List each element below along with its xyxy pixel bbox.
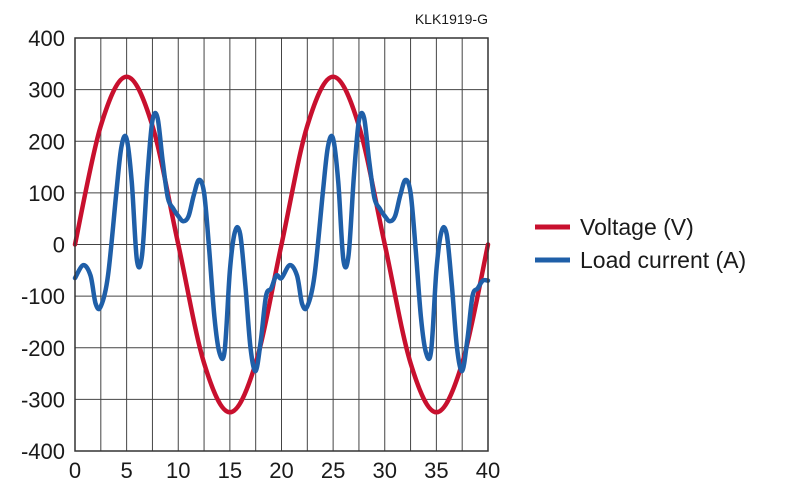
y-tick-label: 0 <box>53 233 65 258</box>
x-tick-label: 40 <box>476 458 500 483</box>
plot-frame <box>74 37 489 452</box>
x-axis-ticks: 0 5 10 15 20 25 30 35 40 <box>69 458 500 483</box>
legend-label-load-current: Load current (A) <box>580 247 746 273</box>
series-line-load-current <box>72 110 491 374</box>
y-tick-label: -100 <box>21 284 65 309</box>
y-axis-ticks: 400 300 200 100 0 -100 -200 -300 -400 <box>21 26 65 464</box>
x-tick-label: 10 <box>166 458 190 483</box>
x-tick-label: 35 <box>424 458 448 483</box>
legend: Voltage (V) Load current (A) <box>535 214 746 273</box>
x-tick-label: 20 <box>269 458 293 483</box>
legend-label-voltage: Voltage (V) <box>580 214 694 240</box>
y-tick-label: 100 <box>28 181 65 206</box>
x-tick-label: 0 <box>69 458 81 483</box>
figure-code-label: KLK1919-G <box>415 11 488 27</box>
x-tick-label: 5 <box>121 458 133 483</box>
y-tick-label: 300 <box>28 78 65 103</box>
y-tick-label: -200 <box>21 336 65 361</box>
series-line-voltage <box>72 74 491 415</box>
x-tick-label: 30 <box>373 458 397 483</box>
y-tick-label: 200 <box>28 129 65 154</box>
y-tick-label: -400 <box>21 439 65 464</box>
y-tick-label: -300 <box>21 387 65 412</box>
series-group <box>72 74 491 415</box>
x-tick-label: 15 <box>218 458 242 483</box>
y-tick-label: 400 <box>28 26 65 51</box>
x-tick-label: 25 <box>321 458 345 483</box>
